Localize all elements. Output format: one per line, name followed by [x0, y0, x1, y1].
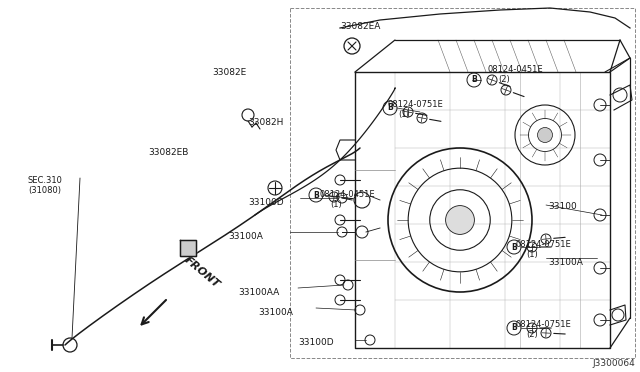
Text: 33100D: 33100D: [298, 338, 333, 347]
Text: (1): (1): [330, 200, 342, 209]
Text: (1): (1): [398, 110, 410, 119]
Text: (2): (2): [526, 330, 538, 339]
Text: B: B: [387, 103, 393, 112]
Text: (1): (1): [526, 250, 538, 259]
Text: 08124-0751E: 08124-0751E: [516, 240, 572, 249]
Circle shape: [445, 206, 474, 234]
Text: 33100A: 33100A: [548, 258, 583, 267]
Text: B: B: [511, 243, 517, 251]
Text: 33100: 33100: [548, 202, 577, 211]
Text: 33082EB: 33082EB: [148, 148, 188, 157]
Text: 33082H: 33082H: [248, 118, 284, 127]
Text: FRONT: FRONT: [182, 255, 221, 290]
Text: 33082EA: 33082EA: [340, 22, 380, 31]
Text: (31080): (31080): [28, 186, 61, 195]
Text: J3300064: J3300064: [592, 359, 635, 368]
Text: 33082E: 33082E: [212, 68, 246, 77]
Text: (2): (2): [498, 75, 509, 84]
Text: 33100D: 33100D: [248, 198, 284, 207]
Text: 33100A: 33100A: [228, 232, 263, 241]
Text: SEC.310: SEC.310: [28, 176, 63, 185]
Text: 33100AA: 33100AA: [238, 288, 279, 297]
Circle shape: [538, 128, 552, 142]
Text: 08124-0451E: 08124-0451E: [320, 190, 376, 199]
Text: 08124-0751E: 08124-0751E: [516, 320, 572, 329]
Text: B: B: [511, 324, 517, 333]
Text: 08124-0451E: 08124-0451E: [488, 65, 543, 74]
Bar: [290, 8, 635, 358]
Polygon shape: [180, 240, 196, 256]
Text: 33100A: 33100A: [258, 308, 293, 317]
Text: B: B: [471, 76, 477, 84]
Text: 08124-0751E: 08124-0751E: [388, 100, 444, 109]
Text: B: B: [313, 190, 319, 199]
